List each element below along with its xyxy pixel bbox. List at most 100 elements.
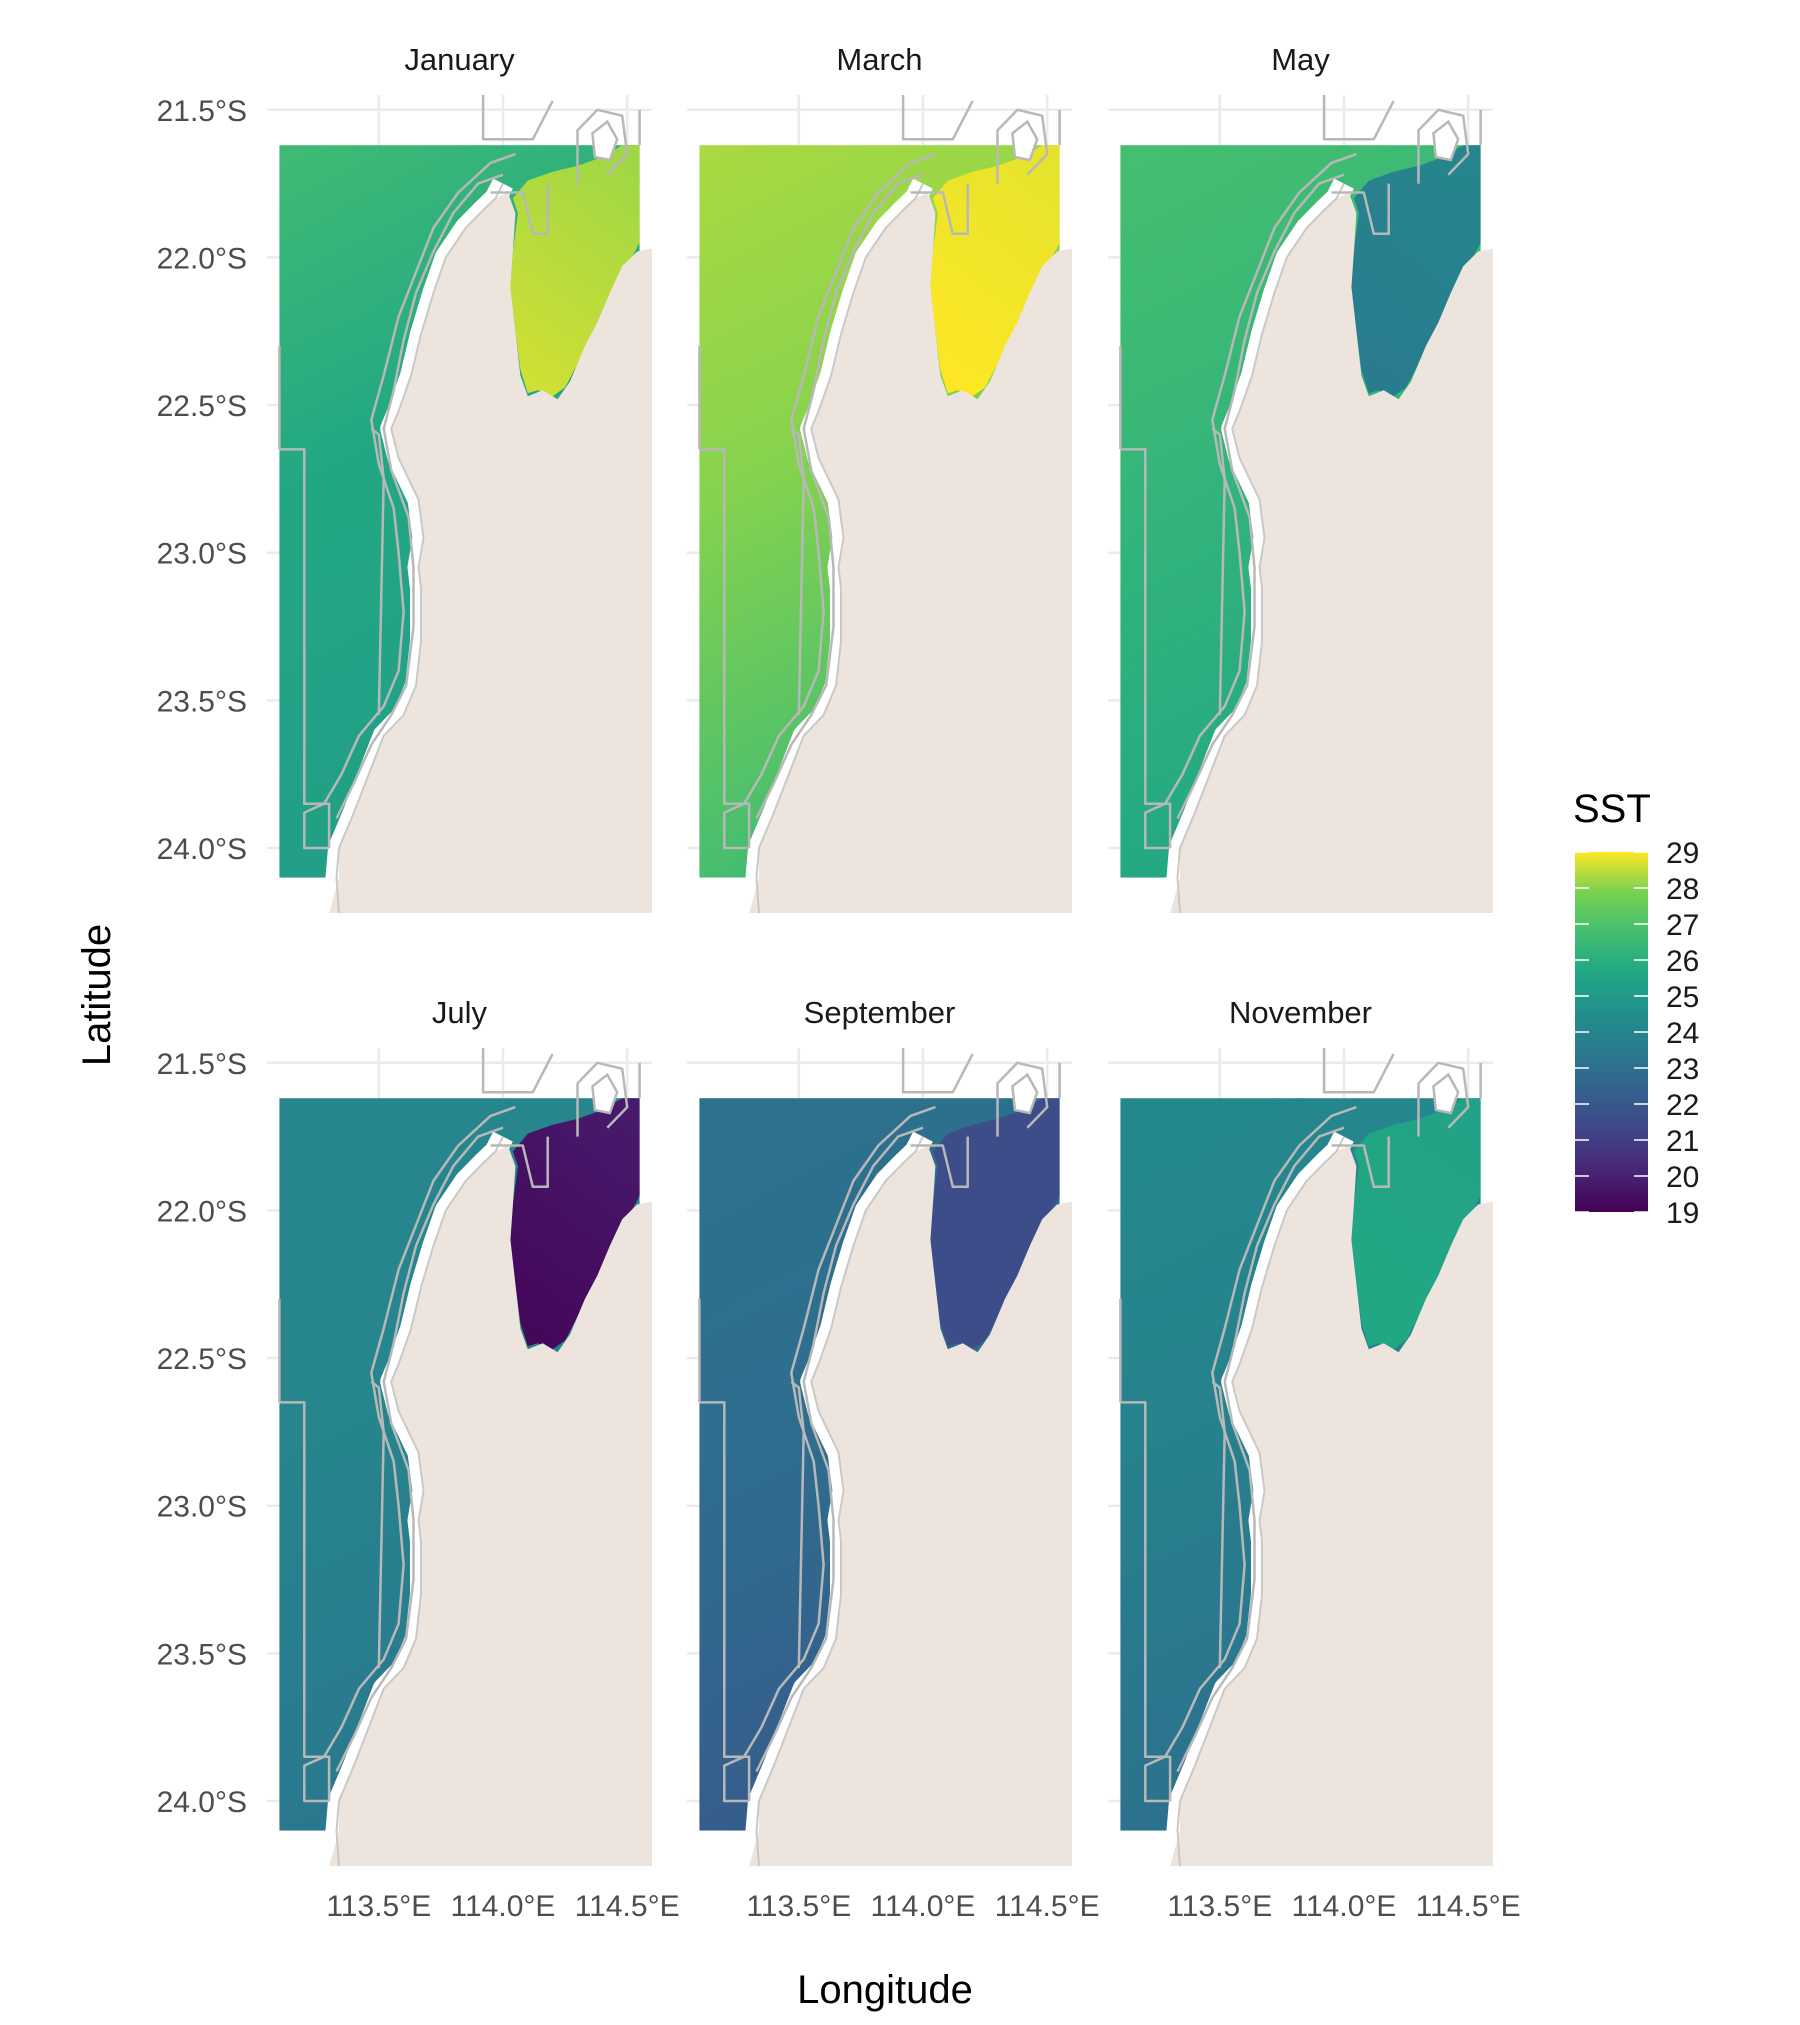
sst-field-gulf	[1351, 1098, 1481, 1350]
x-tick-label: 113.5°E	[1167, 1890, 1272, 1923]
x-tick-label: 113.5°E	[326, 1890, 431, 1923]
legend-tick-label: 21	[1666, 1125, 1699, 1158]
zone-boundary	[790, 427, 805, 716]
coastline	[755, 1136, 924, 1866]
y-tick-label: 23.0°S	[157, 1491, 247, 1524]
zone-boundary	[279, 448, 331, 848]
zone-boundary	[699, 448, 751, 848]
coastline	[335, 1136, 504, 1866]
zone-boundary	[901, 95, 974, 141]
sst-field-gulf	[510, 145, 640, 397]
coastline	[335, 183, 504, 913]
zone-boundary	[1322, 1048, 1395, 1094]
y-tick-label: 24.0°S	[157, 833, 247, 866]
facet-panels: January March May July September November	[267, 42, 1493, 1866]
zone-boundary	[1211, 427, 1226, 716]
zone-boundary	[1144, 152, 1357, 850]
zone-boundary	[335, 173, 504, 820]
facet-panel-january	[267, 95, 652, 913]
land-mass	[749, 192, 1072, 913]
zone-boundary	[755, 173, 924, 820]
island	[1011, 1072, 1039, 1115]
zone-boundary	[755, 1126, 924, 1773]
island	[591, 119, 619, 162]
sst-field-gulf	[930, 145, 1060, 397]
y-tick-label: 22.5°S	[157, 1343, 247, 1376]
y-axis: 21.5°S 22.0°S 22.5°S 23.0°S 23.5°S 24.0°S 21.5…	[157, 95, 247, 1819]
sst-field-gulf	[510, 1098, 640, 1350]
zone-boundary	[790, 1380, 805, 1669]
island	[1432, 119, 1460, 162]
zone-boundary	[996, 1061, 1049, 1137]
y-tick-label: 24.0°S	[157, 1786, 247, 1819]
land-mass	[1170, 192, 1493, 913]
facet-panel-may	[1108, 95, 1493, 913]
island	[591, 1072, 619, 1115]
zone-boundary	[303, 1105, 516, 1803]
zone-boundary	[723, 152, 936, 850]
zone-boundary	[370, 427, 385, 716]
land-mass	[1170, 1145, 1493, 1866]
zone-boundary	[1176, 173, 1345, 820]
zone-boundary	[1176, 1126, 1345, 1773]
coastline	[1176, 183, 1345, 913]
legend-tick-label: 26	[1666, 945, 1699, 978]
x-tick-label: 113.5°E	[746, 1890, 851, 1923]
x-axis: 113.5°E 114.0°E 114.5°E 113.5°E 114.0°E 114.5…	[326, 1890, 1520, 1923]
zone-boundary	[723, 1105, 936, 1803]
y-axis-title: Latitude	[75, 924, 119, 1066]
zone-boundary	[996, 108, 1049, 184]
sst-field-gulf	[930, 1098, 1060, 1350]
zone-boundary	[370, 1380, 385, 1669]
land-mass	[329, 192, 652, 913]
coastline	[755, 183, 924, 913]
zone-boundary	[1417, 1061, 1470, 1137]
land-mass	[749, 1145, 1072, 1866]
coastline	[1176, 1136, 1345, 1866]
zone-boundary	[910, 1136, 969, 1189]
legend-tick-label: 29	[1666, 837, 1699, 870]
y-tick-label: 22.5°S	[157, 390, 247, 423]
island	[1011, 119, 1039, 162]
facet-panel-march	[687, 95, 1072, 913]
zone-boundary	[1211, 1380, 1226, 1669]
legend-tick-label: 24	[1666, 1017, 1699, 1050]
y-tick-label: 21.5°S	[157, 95, 247, 128]
zone-boundary	[279, 1401, 331, 1801]
y-tick-label: 23.5°S	[157, 685, 247, 718]
zone-boundary	[576, 108, 629, 184]
zone-boundary	[910, 183, 969, 236]
zone-boundary	[490, 183, 549, 236]
x-tick-label: 114.5°E	[1416, 1890, 1521, 1923]
legend-tick-label: 27	[1666, 909, 1699, 942]
y-tick-label: 23.0°S	[157, 538, 247, 571]
facet-label: July	[432, 995, 488, 1030]
zone-boundary	[1120, 1401, 1172, 1801]
facet-label: September	[804, 995, 956, 1030]
zone-boundary	[303, 152, 516, 850]
legend-tick-label: 20	[1666, 1161, 1699, 1194]
zone-boundary	[1417, 108, 1470, 184]
x-tick-label: 114.5°E	[575, 1890, 680, 1923]
zone-boundary	[1331, 183, 1390, 236]
y-tick-label: 22.0°S	[157, 1195, 247, 1228]
facet-panel-november	[1108, 1048, 1493, 1866]
legend-tick-label: 22	[1666, 1089, 1699, 1122]
legend-tick-label: 19	[1666, 1197, 1699, 1230]
zone-boundary	[481, 95, 554, 141]
zone-boundary	[699, 1401, 751, 1801]
facet-panel-july	[267, 1048, 652, 1866]
zone-boundary	[1331, 1136, 1390, 1189]
x-tick-label: 114.0°E	[871, 1890, 976, 1923]
facet-label: January	[404, 42, 515, 77]
zone-boundary	[1322, 95, 1395, 141]
island	[1432, 1072, 1460, 1115]
legend-title: SST	[1573, 787, 1651, 831]
facet-panel-september	[687, 1048, 1072, 1866]
y-tick-label: 21.5°S	[157, 1048, 247, 1081]
zone-boundary	[1144, 1105, 1357, 1803]
zone-boundary	[481, 1048, 554, 1094]
